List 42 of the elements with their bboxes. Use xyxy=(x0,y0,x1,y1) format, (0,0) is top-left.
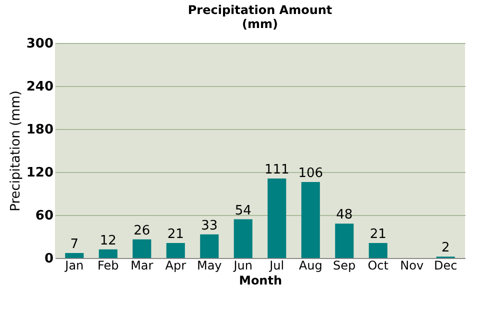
data-label: 12 xyxy=(100,233,116,248)
y-tick-label: 240 xyxy=(26,80,54,94)
bar xyxy=(335,224,354,258)
y-tick-label: 120 xyxy=(26,166,54,180)
y-tick-label: 60 xyxy=(35,208,54,224)
data-label: 111 xyxy=(264,162,290,178)
data-label: 106 xyxy=(298,166,324,182)
y-tick-label: 0 xyxy=(44,252,54,266)
bar xyxy=(65,252,84,258)
data-label: 21 xyxy=(167,226,184,242)
bar xyxy=(166,242,185,258)
x-tick-label: Sep xyxy=(333,258,356,272)
data-label: 33 xyxy=(201,218,218,234)
bar xyxy=(301,182,320,258)
x-tick-label: Nov xyxy=(400,258,424,272)
x-tick-label: May xyxy=(196,258,222,272)
data-label: 54 xyxy=(234,203,252,218)
bar xyxy=(132,239,152,258)
data-label: 7 xyxy=(70,236,79,252)
data-label: 26 xyxy=(134,223,150,238)
x-tick-label: Dec xyxy=(434,258,458,272)
bar xyxy=(200,234,219,258)
y-tick-label: 180 xyxy=(26,122,54,138)
x-tick-label: Mar xyxy=(130,258,154,272)
x-tick-label: Jul xyxy=(268,258,284,272)
x-tick-label: Aug xyxy=(298,258,322,272)
bar xyxy=(98,249,118,258)
x-tick-label: Apr xyxy=(165,258,186,272)
x-tick-label: Jan xyxy=(64,258,84,272)
data-label: 21 xyxy=(370,226,386,242)
bar xyxy=(234,219,252,258)
x-tick-label: Jun xyxy=(232,258,253,272)
x-tick-label: Feb xyxy=(98,258,119,272)
bar xyxy=(368,242,388,258)
bar xyxy=(268,178,286,258)
y-axis-title: Precipitation (mm) xyxy=(8,90,24,212)
chart-title: Precipitation Amount (mm) xyxy=(188,3,332,31)
data-label: 48 xyxy=(336,208,353,223)
data-label: 2 xyxy=(441,240,450,256)
x-axis-title: Month xyxy=(238,274,282,288)
y-tick-label: 300 xyxy=(26,36,54,52)
x-tick-label: Oct xyxy=(368,258,389,272)
